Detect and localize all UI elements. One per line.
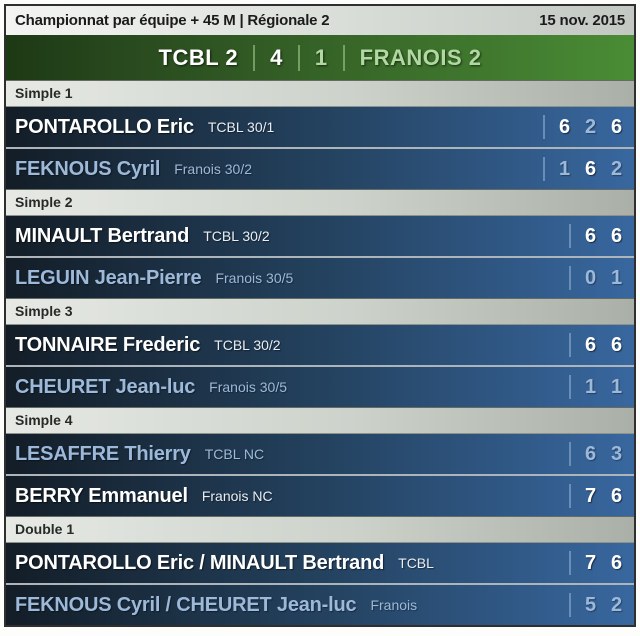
player-row: LESAFFRE Thierry TCBL NC 6 3 xyxy=(6,434,634,474)
player-name: FEKNOUS Cyril / CHEURET Jean-luc xyxy=(15,593,357,616)
player-name: CHEURET Jean-luc xyxy=(15,375,196,398)
scoreboard-divider xyxy=(297,44,300,71)
player-row: MINAULT Bertrand TCBL 30/2 6 6 xyxy=(6,216,634,256)
player-name: LESAFFRE Thierry xyxy=(15,442,191,465)
player-club-ranking: TCBL xyxy=(398,555,434,571)
set-divider xyxy=(569,551,571,575)
set-divider xyxy=(569,484,571,508)
set-score: 6 xyxy=(584,224,597,247)
set-divider xyxy=(569,593,571,617)
set-divider xyxy=(569,375,571,399)
set-score: 3 xyxy=(610,442,623,465)
home-team-name: TCBL 2 xyxy=(158,44,239,70)
set-score: 0 xyxy=(584,266,597,289)
scoreboard-divider xyxy=(342,44,345,71)
set-score: 6 xyxy=(584,442,597,465)
set-score: 6 xyxy=(558,115,571,138)
set-score: 6 xyxy=(610,224,623,247)
set-divider xyxy=(543,157,545,181)
title-bar: Championnat par équipe + 45 M | Régional… xyxy=(6,6,634,35)
player-row: FEKNOUS Cyril Franois 30/2 1 6 2 xyxy=(6,147,634,189)
player-name: BERRY Emmanuel xyxy=(15,484,188,507)
player-row: LEGUIN Jean-Pierre Franois 30/5 0 1 xyxy=(6,256,634,298)
set-divider xyxy=(569,442,571,466)
set-score: 6 xyxy=(610,115,623,138)
set-score: 6 xyxy=(610,551,623,574)
set-score: 6 xyxy=(584,157,597,180)
set-score: 1 xyxy=(610,375,623,398)
player-row: BERRY Emmanuel Franois NC 7 6 xyxy=(6,474,634,516)
player-name: MINAULT Bertrand xyxy=(15,224,190,247)
player-name: TONNAIRE Frederic xyxy=(15,333,201,356)
player-name: LEGUIN Jean-Pierre xyxy=(15,266,202,289)
player-club-ranking: TCBL 30/2 xyxy=(203,228,270,244)
competition-title: Championnat par équipe + 45 M | Régional… xyxy=(15,12,330,29)
set-divider xyxy=(569,333,571,357)
set-score: 1 xyxy=(610,266,623,289)
player-club-ranking: Franois 30/5 xyxy=(209,379,287,395)
scoreboard-divider xyxy=(253,44,256,71)
player-row: PONTAROLLO Eric / MINAULT Bertrand TCBL 7 6 xyxy=(6,543,634,583)
player-club-ranking: Franois NC xyxy=(201,488,273,504)
player-name: FEKNOUS Cyril xyxy=(15,157,161,180)
section-header: Simple 1 xyxy=(6,80,634,107)
set-score: 6 xyxy=(610,333,623,356)
home-team-score: 4 xyxy=(270,44,283,70)
match-list: Simple 1 PONTAROLLO Eric TCBL 30/1 6 2 6 FEKNO… xyxy=(6,80,634,625)
set-score: 2 xyxy=(584,115,597,138)
set-score: 6 xyxy=(584,333,597,356)
section-header: Simple 4 xyxy=(6,407,634,434)
section-header: Double 1 xyxy=(6,516,634,543)
set-score: 2 xyxy=(610,157,623,180)
away-team-score: 1 xyxy=(314,44,328,70)
set-score: 2 xyxy=(610,593,623,616)
set-score: 5 xyxy=(584,593,597,616)
player-row: CHEURET Jean-luc Franois 30/5 1 1 xyxy=(6,365,634,407)
player-row: FEKNOUS Cyril / CHEURET Jean-luc Franois 5… xyxy=(6,583,634,625)
match-sheet: Championnat par équipe + 45 M | Régional… xyxy=(4,4,636,627)
player-club-ranking: Franois xyxy=(370,597,418,613)
player-name: PONTAROLLO Eric xyxy=(15,115,194,138)
player-club-ranking: TCBL 30/2 xyxy=(214,337,281,353)
set-divider xyxy=(543,115,545,139)
player-name: PONTAROLLO Eric / MINAULT Bertrand xyxy=(15,551,385,574)
player-row: PONTAROLLO Eric TCBL 30/1 6 2 6 xyxy=(6,107,634,147)
set-score: 7 xyxy=(584,484,597,507)
set-divider xyxy=(569,224,571,248)
player-club-ranking: Franois 30/5 xyxy=(215,270,294,286)
set-score: 7 xyxy=(584,551,597,574)
match-date: 15 nov. 2015 xyxy=(539,12,625,29)
away-team-name: FRANOIS 2 xyxy=(359,44,482,70)
section-header: Simple 3 xyxy=(6,298,634,325)
set-score: 1 xyxy=(584,375,597,398)
set-score: 1 xyxy=(558,157,571,180)
section-header: Simple 2 xyxy=(6,189,634,216)
player-club-ranking: TCBL 30/1 xyxy=(207,119,275,135)
player-club-ranking: TCBL NC xyxy=(204,446,265,462)
set-divider xyxy=(569,266,571,290)
player-row: TONNAIRE Frederic TCBL 30/2 6 6 xyxy=(6,325,634,365)
team-scoreboard: TCBL 2 4 1 FRANOIS 2 xyxy=(6,35,634,80)
player-club-ranking: Franois 30/2 xyxy=(174,161,253,177)
set-score: 6 xyxy=(610,484,623,507)
